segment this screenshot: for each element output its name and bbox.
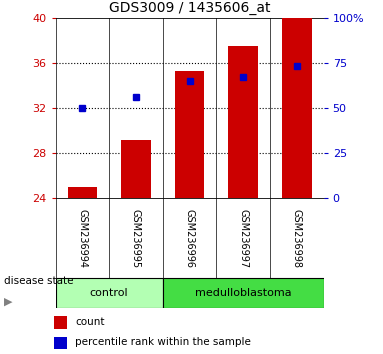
Text: GSM236997: GSM236997	[238, 209, 248, 268]
Bar	[163, 278, 324, 308]
Text: medulloblastoma: medulloblastoma	[195, 288, 291, 298]
Bar	[54, 316, 67, 329]
Text: percentile rank within the sample: percentile rank within the sample	[75, 337, 251, 348]
Bar	[67, 187, 97, 198]
Title: GDS3009 / 1435606_at: GDS3009 / 1435606_at	[109, 1, 270, 15]
Text: disease state: disease state	[4, 276, 73, 286]
Bar	[54, 337, 67, 349]
Text: GSM236994: GSM236994	[77, 209, 87, 268]
Text: GSM236995: GSM236995	[131, 209, 141, 268]
Bar	[56, 278, 163, 308]
Bar	[228, 46, 258, 198]
Bar	[175, 71, 205, 198]
Text: ▶: ▶	[4, 297, 12, 307]
Text: GSM236998: GSM236998	[292, 209, 302, 268]
Bar	[121, 139, 151, 198]
Text: control: control	[90, 288, 128, 298]
Text: GSM236996: GSM236996	[185, 209, 195, 268]
Bar	[282, 18, 312, 198]
Text: count: count	[75, 317, 105, 327]
